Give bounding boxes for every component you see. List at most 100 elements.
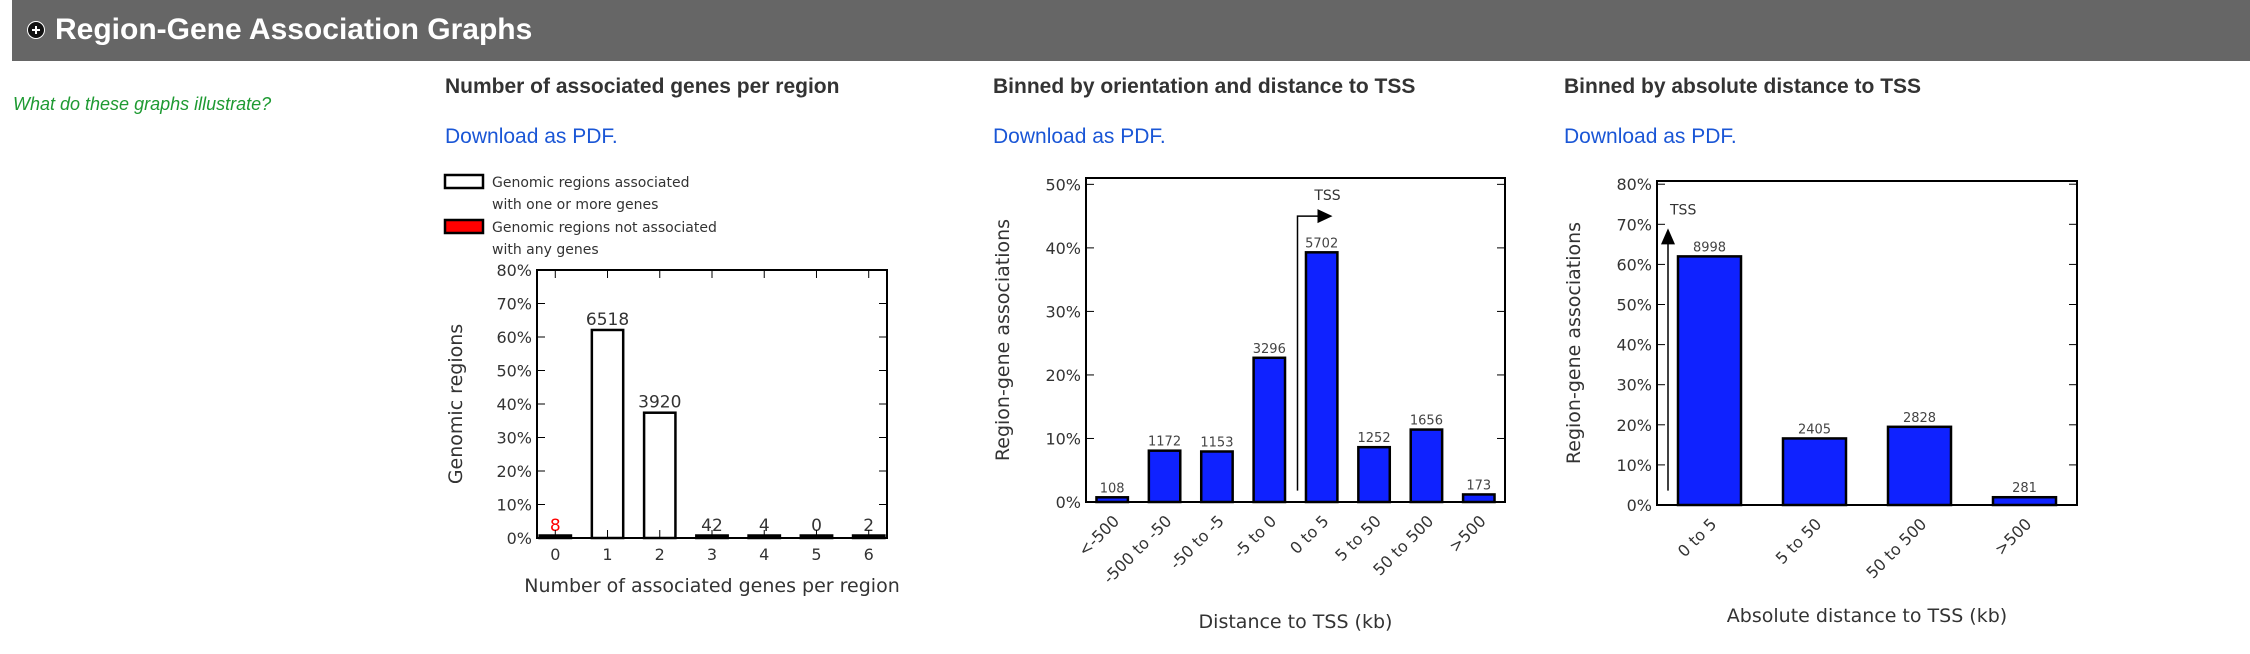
bar: [1304, 251, 1339, 504]
data-label: 8998: [1693, 240, 1726, 255]
bar: [1357, 445, 1392, 504]
data-label: 1172: [1148, 435, 1181, 450]
y-tick-label: 40%: [496, 395, 532, 414]
tss-label: TSS: [1669, 202, 1696, 218]
x-axis-label: Number of associated genes per region: [524, 575, 900, 597]
data-label: 1656: [1410, 414, 1443, 429]
data-label: 281: [2012, 481, 2037, 496]
x-tick-label: 4: [759, 545, 769, 564]
download-pdf-link[interactable]: Download as PDF.: [445, 125, 618, 148]
data-label: 0: [811, 516, 822, 536]
x-tick-label: 1: [602, 545, 612, 564]
y-tick-label: 80%: [496, 261, 532, 280]
legend-swatch: [443, 218, 485, 235]
download-pdf-link[interactable]: Download as PDF.: [1564, 125, 1737, 148]
y-tick-label: 30%: [1045, 302, 1081, 321]
y-tick-label: 70%: [496, 295, 532, 314]
data-label: 42: [701, 516, 723, 536]
section-title: Region-Gene Association Graphs: [55, 13, 533, 46]
legend-label: with any genes: [492, 242, 599, 258]
chart-title-genes-per-region: Number of associated genes per region: [445, 75, 840, 98]
y-tick-label: 50%: [1616, 296, 1652, 315]
data-label: 2405: [1798, 422, 1831, 437]
data-label: 4: [759, 516, 770, 536]
y-tick-label: 30%: [496, 429, 532, 448]
data-label: 1153: [1200, 435, 1233, 450]
x-tick-label: >500: [1991, 514, 2036, 559]
y-tick-label: 50%: [496, 362, 532, 381]
x-tick-label: 2: [655, 545, 665, 564]
x-tick-label: 5: [811, 545, 821, 564]
y-tick-label: 30%: [1616, 376, 1652, 395]
y-axis-label: Region-gene associations: [992, 219, 1014, 461]
x-tick-label: 0: [550, 545, 560, 564]
download-pdf-link[interactable]: Download as PDF.: [993, 125, 1166, 148]
legend-label: Genomic regions not associated: [492, 220, 717, 236]
plot-frame: [1656, 180, 2078, 506]
legend-swatch: [443, 173, 485, 190]
y-tick-label: 0%: [1627, 496, 1652, 515]
x-tick-label: 0 to 5: [1674, 514, 1720, 560]
y-tick-label: 10%: [496, 496, 532, 515]
bar: [1199, 450, 1234, 504]
x-axis-label: Distance to TSS (kb): [1199, 611, 1393, 633]
bar: [1991, 495, 2058, 507]
tss-label: TSS: [1313, 188, 1340, 204]
plot-frame: [1085, 177, 1506, 503]
bar: [1886, 425, 1953, 507]
chart-title-absolute-distance: Binned by absolute distance to TSS: [1564, 75, 1922, 98]
x-tick-label: -5 to 0: [1230, 511, 1280, 561]
y-tick-label: 0%: [507, 529, 532, 548]
y-tick-label: 10%: [1616, 456, 1652, 475]
legend-label: with one or more genes: [492, 197, 658, 213]
y-tick-label: 20%: [1616, 416, 1652, 435]
y-tick-label: 40%: [1616, 336, 1652, 355]
help-link[interactable]: What do these graphs illustrate?: [13, 94, 272, 114]
bar: [590, 328, 625, 540]
x-tick-label: 6: [864, 545, 874, 564]
y-tick-label: 60%: [496, 328, 532, 347]
x-tick-label: -50 to -5: [1166, 511, 1228, 573]
y-tick-label: 80%: [1616, 175, 1652, 194]
data-label: 173: [1466, 478, 1491, 493]
bar: [1676, 255, 1743, 507]
y-tick-label: 0%: [1056, 493, 1081, 512]
data-label: 6518: [586, 310, 629, 330]
bar: [1252, 356, 1287, 504]
x-axis-label: Absolute distance to TSS (kb): [1727, 605, 2007, 627]
legend-label: Genomic regions associated: [492, 175, 689, 191]
plus-circle-icon[interactable]: [27, 21, 45, 39]
bar: [1147, 449, 1182, 504]
data-label: 8: [550, 516, 561, 536]
tss-arrowhead-icon: [1317, 209, 1333, 224]
bar: [1409, 428, 1444, 504]
tss-arrowhead-icon: [1661, 228, 1675, 245]
x-tick-label: 50 to 500: [1862, 514, 1930, 582]
y-axis-label: Region-gene associations: [1563, 222, 1585, 464]
plot-frame: [536, 269, 888, 539]
x-tick-label: >500: [1445, 511, 1490, 556]
x-tick-label: 3: [707, 545, 717, 564]
data-label: 3920: [638, 393, 681, 413]
x-tick-label: <-500: [1074, 511, 1123, 560]
bar: [642, 411, 677, 540]
x-tick-label: 5 to 50: [1331, 511, 1385, 565]
data-label: 108: [1100, 481, 1125, 496]
data-label: 2: [863, 516, 874, 536]
y-tick-label: 20%: [1045, 366, 1081, 385]
x-tick-label: 0 to 5: [1286, 511, 1332, 557]
y-tick-label: 60%: [1616, 255, 1652, 274]
y-tick-label: 70%: [1616, 215, 1652, 234]
bar: [1781, 437, 1848, 507]
y-tick-label: 10%: [1045, 429, 1081, 448]
tss-arrow: [1296, 215, 1320, 491]
chart-title-orientation-distance: Binned by orientation and distance to TS…: [993, 75, 1416, 98]
y-tick-label: 40%: [1045, 239, 1081, 258]
section-header[interactable]: Region-Gene Association Graphs: [12, 0, 2250, 61]
y-tick-label: 50%: [1045, 175, 1081, 194]
y-tick-label: 20%: [496, 462, 532, 481]
y-axis-label: Genomic regions: [445, 324, 467, 484]
data-label: 3296: [1253, 342, 1286, 357]
bar: [1461, 493, 1496, 504]
